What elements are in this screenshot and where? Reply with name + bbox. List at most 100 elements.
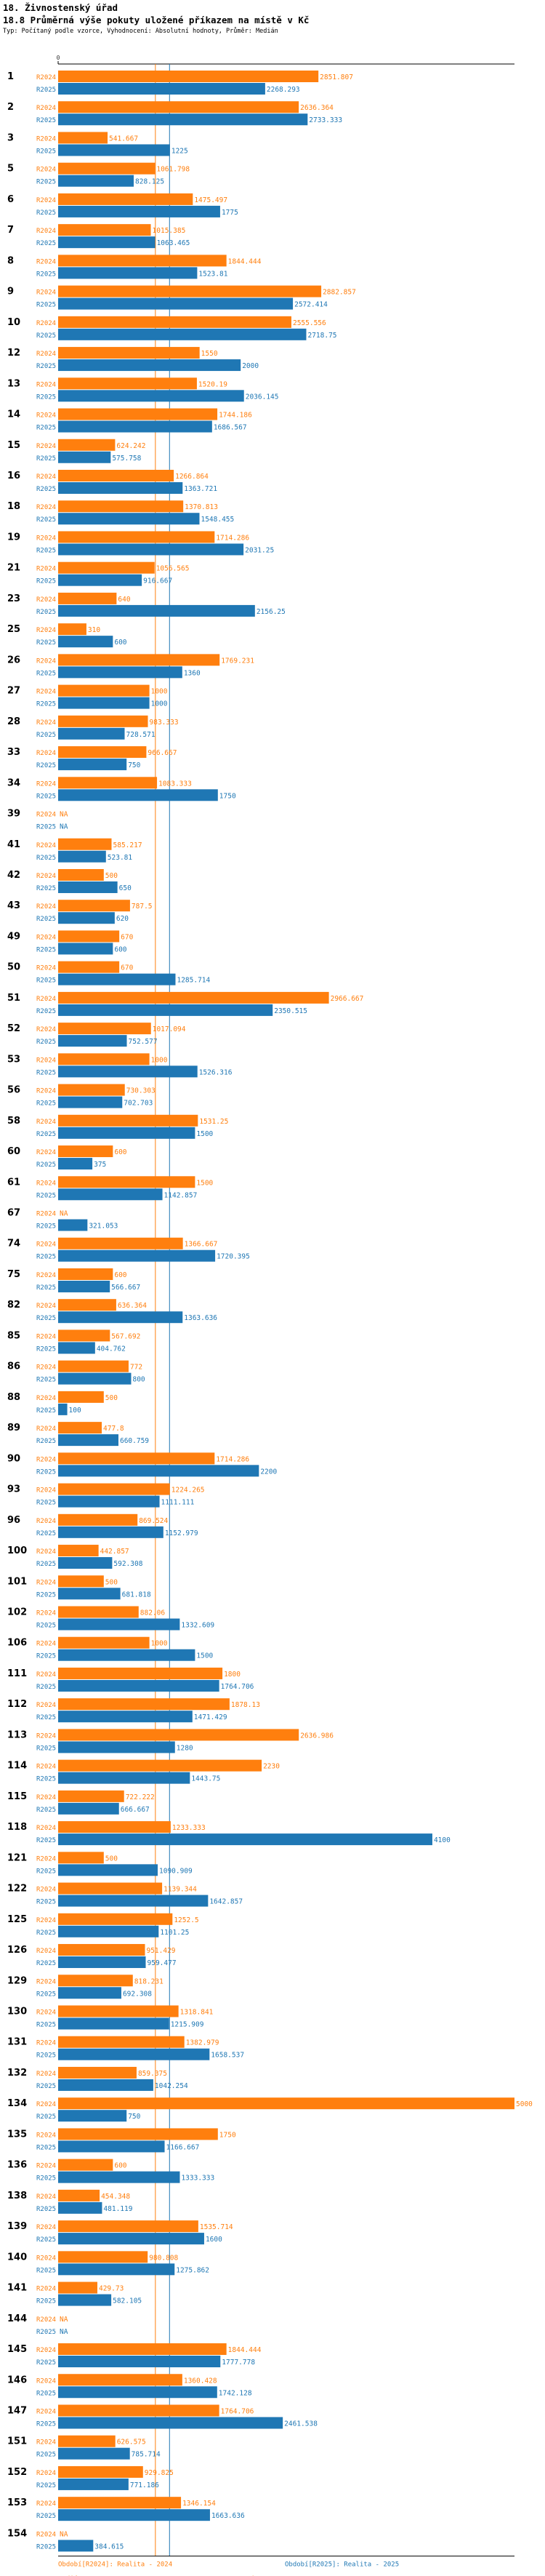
- series-label-2025: R2025: [36, 2206, 56, 2213]
- series-label-2024: R2024: [36, 934, 56, 941]
- bar-2025: [58, 1588, 121, 1600]
- value-label-2024: 624.242: [116, 442, 145, 450]
- value-label-2024: 454.348: [101, 2193, 130, 2201]
- series-label-2025: R2025: [36, 2390, 56, 2397]
- region-id-label: 26: [7, 655, 20, 665]
- value-label-2025: 1215.909: [171, 2020, 204, 2028]
- bar-2025: [58, 205, 220, 217]
- bar-2025: [58, 2201, 102, 2214]
- region-id-label: 8: [7, 255, 14, 266]
- region-id-label: 61: [7, 1177, 20, 1188]
- bar-2024: [58, 2465, 143, 2478]
- bar-2024: [58, 838, 112, 850]
- value-label-2024: 859.375: [138, 2070, 167, 2078]
- bar-2025: [58, 850, 106, 863]
- value-label-2025: 2036.145: [246, 393, 279, 401]
- bar-2024: [58, 1790, 124, 1802]
- series-label-2024: R2024: [36, 443, 56, 450]
- bar-2024: [58, 1268, 113, 1280]
- bar-2025: [58, 2478, 129, 2490]
- series-label-2025: R2025: [36, 1069, 56, 1076]
- series-label-2024: R2024: [36, 2009, 56, 2016]
- value-label-2024: 500: [105, 1394, 118, 1402]
- bar-2024: [58, 1606, 139, 1618]
- value-label-2025: 1152.979: [165, 1529, 198, 1537]
- series-label-2024: R2024: [36, 1917, 56, 1924]
- region-id-label: 101: [7, 1576, 27, 1587]
- series-label-2024: R2024: [36, 2439, 56, 2447]
- region-id-label: 86: [7, 1361, 20, 1372]
- value-label-2025: 321.053: [89, 1223, 118, 1231]
- bar-2024: [58, 224, 151, 236]
- series-label-2024: R2024: [36, 473, 56, 481]
- series-label-2025: R2025: [36, 578, 56, 585]
- bar-2025: [58, 697, 150, 709]
- bar-2025: [58, 1864, 158, 1876]
- bar-2025: [58, 2294, 112, 2306]
- bar-2024: [58, 2251, 148, 2263]
- region-id-label: 34: [7, 777, 20, 788]
- series-label-2024: R2024: [36, 2377, 56, 2385]
- series-label-2025: R2025: [36, 1161, 56, 1169]
- bar-2024: [58, 1391, 104, 1403]
- series-label-2024: R2024: [36, 1241, 56, 1249]
- value-label-2025: 650: [119, 884, 132, 892]
- value-label-2024: 310: [88, 626, 100, 634]
- region-id-label: 146: [7, 2375, 27, 2385]
- bar-2025: [58, 420, 212, 433]
- bar-2025: [58, 2509, 210, 2521]
- value-label-2024: 1224.265: [171, 1487, 205, 1495]
- bar-2025: [58, 1342, 95, 1354]
- value-label-2024: 477.8: [103, 1425, 124, 1433]
- region-id-label: 6: [7, 194, 14, 205]
- region-id-label: 3: [7, 132, 14, 143]
- value-label-2025: 404.762: [97, 1345, 126, 1353]
- region-id-label: 14: [7, 409, 20, 420]
- series-label-2025: R2025: [36, 1653, 56, 1660]
- region-id-label: 113: [7, 1729, 27, 1740]
- region-id-label: 51: [7, 993, 20, 1004]
- value-label-2024: 429.73: [99, 2285, 124, 2293]
- bar-2024: [58, 132, 108, 144]
- value-label-2025: 1600: [206, 2236, 222, 2244]
- series-label-2024: R2024: [36, 1088, 56, 1095]
- series-label-2025: R2025: [36, 2175, 56, 2183]
- series-label-2025: R2025: [36, 732, 56, 739]
- value-label-2024: 869.524: [139, 1517, 168, 1525]
- series-label-2025: R2025: [36, 1745, 56, 1752]
- series-label-2024: R2024: [36, 750, 56, 757]
- series-label-2024: R2024: [36, 1764, 56, 1771]
- series-label-2024: R2024: [36, 627, 56, 634]
- bar-2024: [58, 316, 291, 328]
- value-label-2025: 750: [128, 2113, 140, 2121]
- bar-2025: [58, 1895, 209, 1907]
- value-label-2025: 481.119: [103, 2205, 132, 2213]
- region-id-label: 115: [7, 1791, 27, 1802]
- value-label-2024: 730.303: [126, 1087, 156, 1095]
- value-label-2024: 600: [114, 1271, 126, 1279]
- series-label-2024: R2024: [36, 780, 56, 788]
- value-label-2025: 1332.609: [181, 1622, 214, 1630]
- bar-2024: [58, 592, 117, 604]
- series-label-2024: R2024: [36, 1057, 56, 1064]
- bar-2025: [58, 297, 294, 310]
- series-label-2024: R2024: [36, 1978, 56, 1985]
- bar-2024: [58, 377, 197, 390]
- bar-2025: [58, 1434, 118, 1447]
- bar-2024: [58, 2128, 218, 2140]
- bar-2025: [58, 2048, 210, 2060]
- region-id-label: 23: [7, 593, 20, 604]
- series-label-2024: R2024: [36, 2316, 56, 2324]
- series-label-2024: R2024: [36, 1732, 56, 1740]
- value-label-2024: 1844.444: [228, 257, 262, 265]
- region-id-label: 43: [7, 900, 20, 911]
- bar-2025: [58, 144, 170, 156]
- series-label-2024: R2024: [36, 965, 56, 972]
- series-label-2024: R2024: [36, 167, 56, 174]
- value-label-2024: 2882.857: [323, 289, 356, 297]
- series-label-2025: R2025: [36, 2452, 56, 2459]
- bar-2024: [58, 439, 116, 451]
- value-label-2025: 1750: [219, 792, 236, 800]
- series-label-2024: R2024: [36, 1948, 56, 1955]
